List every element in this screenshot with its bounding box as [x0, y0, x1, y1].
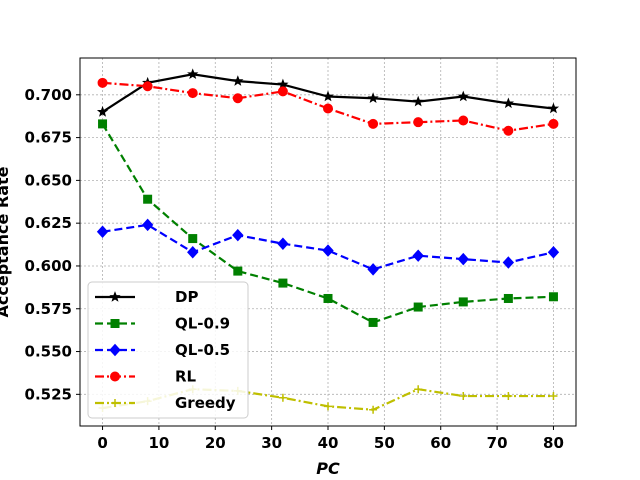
legend-item: QL-0.9	[95, 315, 230, 333]
data-point	[547, 102, 560, 114]
data-point	[458, 115, 469, 126]
data-point	[412, 95, 424, 107]
data-point	[96, 106, 109, 117]
legend-marker	[109, 343, 121, 357]
legend-label: Greedy	[175, 394, 236, 412]
series-line	[102, 81, 554, 132]
series-ql-0-9	[98, 119, 558, 327]
data-point	[367, 263, 379, 276]
data-point	[458, 297, 468, 307]
x-tick-label: 20	[205, 434, 226, 452]
data-point	[322, 244, 334, 257]
data-point	[277, 237, 289, 250]
data-point	[142, 81, 153, 92]
legend-marker	[110, 319, 120, 328]
series-ql-0-5	[96, 218, 560, 276]
data-point	[502, 97, 514, 109]
y-tick-label: 0.675	[25, 129, 72, 147]
data-point	[232, 93, 243, 104]
x-tick-label: 80	[543, 434, 564, 452]
y-tick-label: 0.550	[25, 343, 72, 361]
legend-box	[87, 281, 249, 419]
x-tick-label: 60	[430, 434, 451, 452]
data-point	[323, 103, 333, 114]
data-point	[98, 119, 108, 129]
x-tick-label: 10	[148, 434, 169, 452]
data-point	[548, 118, 559, 129]
series-layer	[96, 68, 560, 414]
x-axis-label: PC	[316, 459, 340, 478]
y-tick-label: 0.700	[25, 86, 72, 104]
legend-label: QL-0.5	[175, 341, 230, 359]
data-point	[232, 75, 244, 86]
legend-label: DP	[175, 288, 198, 306]
legend-item: RL	[95, 368, 197, 386]
x-tick-label: 40	[318, 434, 339, 452]
y-tick-label: 0.625	[25, 214, 72, 232]
legend-label: RL	[175, 368, 197, 386]
legend-item: DP	[95, 288, 198, 306]
data-point	[368, 317, 378, 327]
data-point	[233, 266, 243, 276]
data-point	[502, 256, 515, 269]
data-point	[459, 392, 468, 401]
legend-marker	[110, 371, 120, 382]
x-tick-label: 50	[374, 434, 395, 452]
data-point	[549, 392, 558, 401]
data-point	[323, 293, 333, 303]
data-point	[188, 234, 198, 244]
legend-label: QL-0.9	[175, 315, 230, 333]
y-tick-label: 0.650	[25, 171, 72, 189]
y-axis-label: Acceptance Rate	[0, 166, 12, 317]
legend-marker	[109, 291, 121, 302]
data-point	[367, 92, 379, 104]
data-point	[143, 194, 153, 204]
data-point	[457, 252, 469, 266]
data-point	[187, 88, 198, 99]
data-point	[369, 405, 378, 414]
x-tick-label: 0	[97, 434, 107, 452]
y-tick-label: 0.575	[25, 300, 72, 318]
data-point	[278, 393, 287, 402]
data-point	[187, 246, 199, 259]
x-tick-label: 70	[487, 434, 508, 452]
data-point	[232, 228, 244, 242]
data-point	[503, 125, 514, 136]
data-point	[457, 90, 469, 102]
x-tick-label: 30	[261, 434, 282, 452]
data-point	[96, 225, 109, 238]
legend-item: QL-0.5	[95, 341, 230, 359]
x-axis-ticks: 0 10 20 30 40 50 60 70 80	[97, 426, 564, 452]
data-point	[413, 302, 423, 312]
legend-marker	[111, 399, 119, 407]
series-rl	[97, 77, 559, 136]
data-point	[503, 293, 513, 303]
data-point	[141, 218, 154, 232]
data-point	[97, 77, 108, 88]
data-point	[324, 402, 332, 411]
series-line	[101, 123, 554, 324]
data-point	[414, 385, 423, 394]
data-point	[412, 249, 424, 262]
legend: DP QL-0.9 QL-0.5 RL Greedy	[87, 281, 249, 419]
data-point	[547, 246, 560, 259]
data-point	[413, 117, 424, 128]
y-axis-ticks: 0.525 0.550 0.575 0.600 0.625 0.650 0.675 0.700	[25, 86, 80, 403]
data-point	[322, 90, 334, 102]
data-point	[277, 86, 288, 97]
legend-item: Greedy	[95, 394, 236, 412]
y-tick-label: 0.600	[25, 257, 72, 275]
y-tick-label: 0.525	[25, 385, 72, 403]
data-point	[368, 118, 379, 129]
data-point	[548, 292, 558, 302]
data-point	[504, 392, 513, 401]
data-point	[187, 68, 199, 80]
data-point	[278, 278, 288, 288]
